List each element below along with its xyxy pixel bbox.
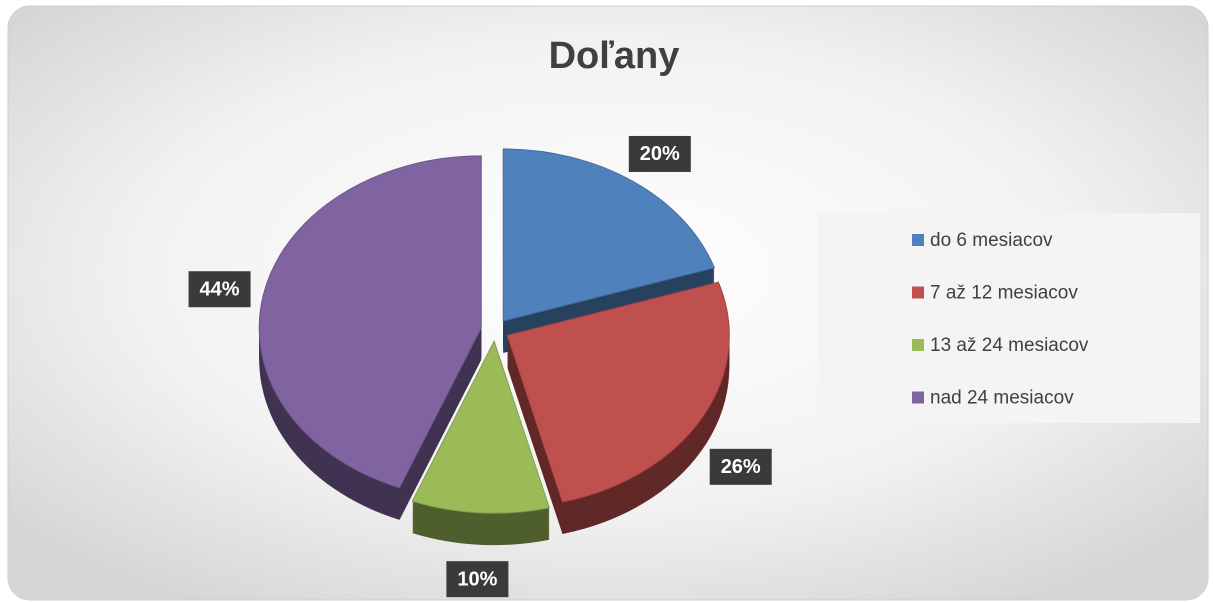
data-label-box (709, 448, 772, 485)
legend-box (818, 213, 1200, 423)
legend-swatch (912, 391, 924, 404)
slice (502, 148, 716, 322)
legend-label: do 6 mesiacov (930, 230, 1053, 251)
legend-swatch (912, 286, 924, 299)
data-label: 10% (457, 568, 497, 590)
legend-label: 7 až 12 mesiacov (930, 283, 1078, 304)
slice (506, 281, 730, 503)
legend-label: 13 až 24 mesiacov (930, 335, 1089, 356)
slice (411, 339, 550, 514)
legend-label: nad 24 mesiacov (930, 388, 1074, 409)
data-label: 44% (200, 279, 240, 301)
slice (258, 155, 482, 489)
data-label-box (446, 561, 509, 598)
data-label: 26% (721, 456, 761, 478)
chart-title: Doľany (549, 35, 680, 77)
data-label: 20% (640, 143, 680, 165)
data-label-box (628, 135, 691, 172)
legend-swatch (912, 234, 924, 246)
data-label-box (188, 271, 251, 308)
legend-swatch (912, 339, 924, 351)
